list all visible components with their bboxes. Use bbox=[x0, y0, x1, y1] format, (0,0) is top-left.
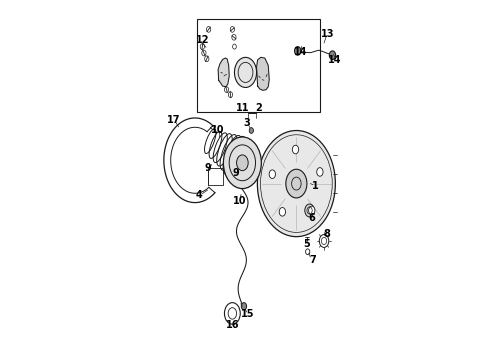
Text: 17: 17 bbox=[167, 115, 180, 125]
Circle shape bbox=[234, 57, 257, 87]
Text: 9: 9 bbox=[232, 168, 239, 178]
Bar bbox=[208, 168, 223, 185]
Circle shape bbox=[329, 51, 336, 59]
Circle shape bbox=[317, 168, 323, 176]
Text: 9: 9 bbox=[204, 163, 211, 173]
Polygon shape bbox=[257, 57, 269, 90]
Text: 10: 10 bbox=[211, 125, 225, 135]
Text: 16: 16 bbox=[225, 320, 239, 330]
Circle shape bbox=[257, 131, 335, 237]
Bar bbox=[197, 19, 320, 112]
Text: 12: 12 bbox=[196, 35, 210, 45]
Text: 14: 14 bbox=[328, 55, 342, 65]
Text: 14: 14 bbox=[294, 46, 307, 57]
Circle shape bbox=[293, 145, 299, 154]
Circle shape bbox=[309, 206, 315, 215]
Text: 13: 13 bbox=[320, 29, 334, 39]
Text: 3: 3 bbox=[244, 118, 250, 128]
Text: 7: 7 bbox=[309, 255, 316, 265]
Circle shape bbox=[249, 128, 253, 134]
Circle shape bbox=[305, 204, 314, 217]
Text: 6: 6 bbox=[308, 213, 315, 223]
Text: 15: 15 bbox=[241, 310, 254, 319]
Text: 2: 2 bbox=[255, 103, 262, 113]
Circle shape bbox=[241, 303, 246, 310]
Polygon shape bbox=[218, 58, 229, 87]
Circle shape bbox=[237, 155, 248, 171]
Text: 1: 1 bbox=[312, 181, 319, 192]
Circle shape bbox=[294, 46, 301, 55]
Text: 10: 10 bbox=[233, 196, 246, 206]
Circle shape bbox=[279, 207, 286, 216]
Text: 11: 11 bbox=[236, 103, 249, 113]
Text: 8: 8 bbox=[324, 229, 331, 239]
Circle shape bbox=[269, 170, 275, 179]
Circle shape bbox=[286, 169, 307, 198]
Text: 5: 5 bbox=[303, 239, 310, 249]
Circle shape bbox=[223, 137, 261, 189]
Text: 4: 4 bbox=[196, 190, 202, 200]
